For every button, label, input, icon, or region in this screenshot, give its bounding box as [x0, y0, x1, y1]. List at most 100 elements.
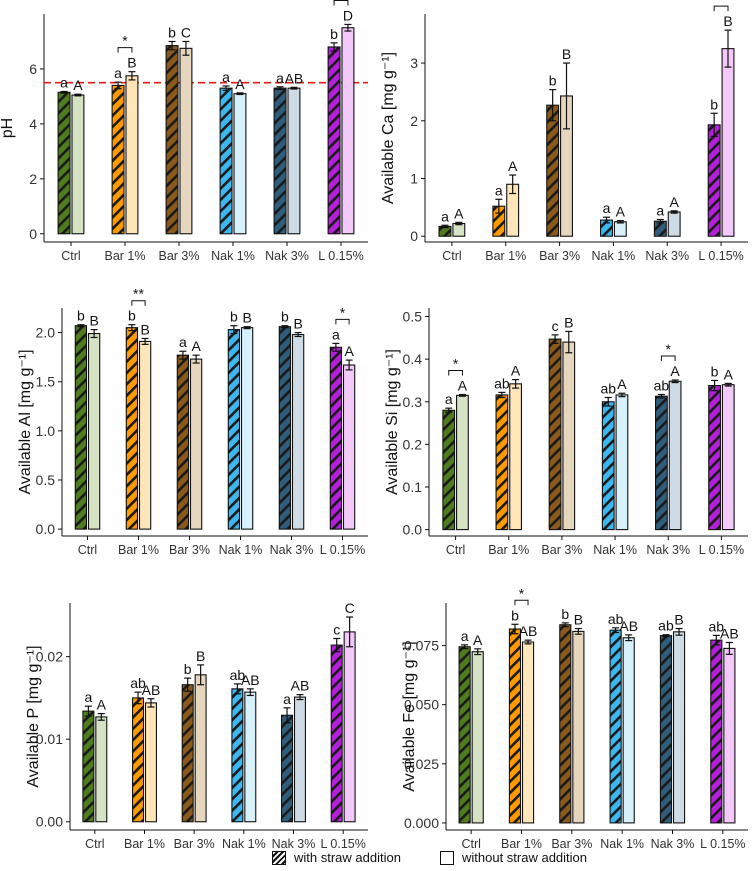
significance-letter: AB	[519, 623, 538, 639]
y-tick-label: 6	[29, 61, 37, 77]
x-tick-label: Nak 3%	[272, 837, 316, 848]
y-tick-label: 0.5	[403, 309, 423, 325]
x-tick-label: Bar 3%	[539, 249, 580, 263]
bar-with-straw	[546, 104, 560, 237]
legend-label-without-straw: without straw addition	[462, 850, 588, 865]
x-tick-label: Ctrl	[442, 249, 461, 263]
bar-without-straw	[240, 327, 254, 530]
bar-with-straw	[82, 710, 95, 823]
x-tick-label: Ctrl	[61, 249, 80, 263]
x-tick-label: Bar 3%	[159, 249, 200, 263]
significance-bracket	[333, 0, 349, 6]
bar-without-straw	[95, 716, 108, 823]
bar-with-straw	[165, 45, 179, 235]
bar-without-straw	[672, 631, 686, 824]
significance-letter: B	[562, 46, 571, 62]
significance-bracket	[660, 355, 676, 362]
y-tick-label: 0.075	[404, 638, 439, 654]
significance-letter: A	[454, 205, 464, 221]
bar-without-straw	[341, 27, 355, 235]
significance-letter: B	[196, 648, 205, 664]
bar-with-straw	[508, 628, 522, 824]
y-tick-label: 0.5	[36, 472, 56, 488]
significance-letter: B	[723, 13, 732, 29]
significance-stars: ***	[713, 0, 730, 7]
significance-stars: *	[340, 304, 346, 320]
x-tick-label: Bar 1%	[488, 543, 529, 557]
significance-stars: *	[519, 585, 525, 601]
x-tick-label: Bar 1%	[124, 837, 165, 848]
bar-without-straw	[179, 47, 193, 235]
x-tick-label: Bar 3%	[551, 837, 592, 848]
y-tick-label: 2	[29, 171, 37, 187]
significance-letter: A	[473, 632, 483, 648]
significance-bracket	[448, 370, 463, 376]
significance-letter: C	[181, 24, 191, 40]
bar-with-straw	[330, 644, 343, 823]
y-tick-label: 1.0	[36, 423, 56, 439]
significance-letter: A	[670, 363, 680, 379]
significance-letter: a	[445, 391, 453, 407]
bar-with-straw	[57, 91, 71, 235]
y-tick-label: 0.0	[403, 522, 423, 538]
y-tick-label: 0.0	[36, 521, 56, 537]
bar-without-straw	[509, 383, 522, 531]
bar-without-straw	[343, 631, 356, 823]
y-tick-label: 0.1	[403, 479, 423, 495]
x-tick-label: Bar 3%	[541, 543, 582, 557]
bar-without-straw	[342, 364, 356, 530]
bar-without-straw	[668, 380, 682, 531]
significance-letter: B	[127, 55, 136, 71]
bar-with-straw	[111, 84, 125, 235]
significance-letter: ab	[709, 618, 725, 634]
significance-stars: *	[122, 33, 128, 49]
x-tick-label: Ctrl	[446, 543, 465, 557]
bar-without-straw	[125, 75, 139, 235]
x-tick-label: Nak 1%	[600, 837, 644, 848]
significance-letter: b	[128, 308, 136, 324]
significance-letter: b	[184, 661, 192, 677]
x-tick-label: Bar 1%	[118, 543, 159, 557]
y-tick-label: 4	[29, 116, 37, 132]
empty-swatch-icon	[440, 850, 454, 865]
significance-stars: *	[453, 356, 459, 372]
x-tick-label: Nak 1%	[219, 543, 263, 557]
bar-with-straw	[495, 394, 509, 531]
significance-letter: c	[552, 318, 559, 334]
bar-without-straw	[452, 222, 466, 237]
bar-with-straw	[601, 401, 615, 531]
y-axis-label: Available Al [mg g⁻¹]	[17, 349, 34, 494]
bar-without-straw	[471, 651, 484, 824]
bar-with-straw	[273, 87, 287, 235]
bar-without-straw	[71, 94, 85, 235]
y-axis-label: Available P [mg g⁻¹]	[25, 645, 42, 787]
y-tick-label: 0.00	[36, 814, 63, 830]
significance-letter: ab	[600, 380, 616, 396]
bar-without-straw	[138, 340, 152, 530]
x-tick-label: Nak 1%	[211, 249, 255, 263]
significance-letter: B	[574, 612, 583, 628]
significance-letter: a	[276, 70, 284, 86]
x-tick-label: Bar 3%	[174, 837, 215, 848]
significance-letter: AB	[241, 672, 260, 688]
x-tick-label: L 0.15%	[318, 249, 363, 263]
x-tick-label: L 0.15%	[320, 837, 365, 848]
y-tick-label: 0	[29, 226, 37, 242]
y-axis-label: Available Ca [mg g⁻¹]	[380, 52, 397, 204]
significance-letter: c	[333, 621, 340, 637]
significance-letter: b	[511, 607, 519, 623]
significance-letter: ab	[658, 618, 674, 634]
significance-letter: b	[168, 24, 176, 40]
significance-letter: a	[222, 69, 230, 85]
x-tick-label: Nak 1%	[592, 249, 636, 263]
y-tick-label: 0.2	[403, 436, 423, 452]
significance-letter: b	[710, 96, 718, 112]
significance-letter: A	[73, 77, 83, 93]
y-tick-label: 2	[410, 113, 418, 129]
significance-letter: b	[711, 363, 719, 379]
bar-with-straw	[707, 124, 721, 237]
